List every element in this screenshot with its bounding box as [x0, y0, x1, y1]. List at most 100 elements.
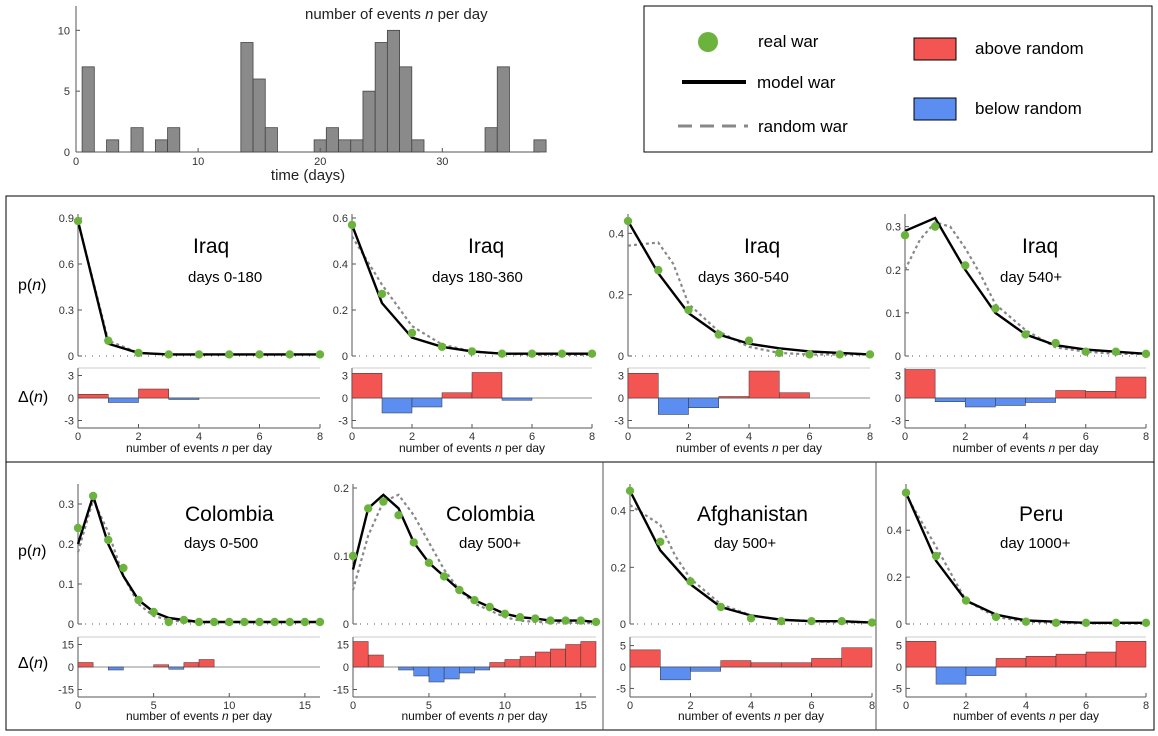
panel-subtitle: days 0-180 — [188, 269, 262, 286]
p-y-tick-label: 0.4 — [611, 506, 626, 518]
below-random-bar — [398, 666, 414, 671]
below-random-bar — [443, 666, 460, 680]
real-war-point — [686, 577, 695, 586]
panel-title: Iraq — [468, 235, 504, 258]
real-war-point — [744, 336, 754, 345]
real-war-point — [348, 551, 358, 561]
p-y-tick-label: 0.3 — [59, 499, 74, 511]
panel-xlabel: number of events n per day — [399, 441, 545, 455]
above-random-bar — [748, 370, 780, 399]
p-y-tick-label: 0.2 — [886, 265, 901, 277]
real-war-point — [455, 585, 464, 595]
delta-x-tick-label: 2 — [135, 431, 141, 443]
above-random-bar — [1085, 651, 1117, 668]
above-random-bar — [1115, 376, 1147, 399]
real-war-point — [1051, 338, 1060, 348]
real-war-point — [656, 537, 665, 547]
delta-x-tick-label: 0 — [349, 431, 355, 443]
delta-x-tick-label: 8 — [1143, 431, 1149, 443]
above-random-bar — [471, 372, 503, 399]
delta-x-tick-label: 4 — [1023, 700, 1029, 712]
hist-y-tick-label: 5 — [64, 86, 70, 98]
p-y-tick-label: 0.4 — [887, 525, 902, 537]
real-war-point — [587, 349, 597, 358]
delta-y-tick-label: -3 — [614, 416, 624, 428]
delta-x-tick-label: 0 — [902, 431, 908, 443]
above-random-bar — [352, 641, 369, 668]
below-random-swatch — [913, 97, 957, 121]
p-y-tick-label: 0.1 — [886, 308, 901, 320]
delta-y-tick-label: -15 — [58, 685, 74, 697]
hist-y-tick-label: 0 — [64, 147, 70, 159]
below-random-bar — [995, 397, 1026, 406]
above-random-bar — [1055, 390, 1086, 399]
real-war-point — [900, 231, 910, 240]
real-war-point — [470, 596, 479, 605]
real-war-point — [315, 350, 325, 359]
panel-xlabel: number of events n per day — [952, 441, 1098, 455]
real-war-point — [591, 617, 601, 627]
below-random-bar — [108, 397, 139, 403]
above-random-bar — [781, 662, 812, 668]
delta-x-tick-label: 6 — [806, 431, 812, 443]
real-war-point — [1081, 347, 1090, 356]
real-war-point — [104, 535, 113, 545]
p-y-tick-label: 0 — [342, 351, 348, 363]
below-random-bar — [690, 666, 721, 672]
delta-y-tick-label: 0 — [342, 393, 348, 405]
panel-subtitle: day 500+ — [714, 535, 776, 552]
hist-bar — [81, 66, 95, 153]
real-war-point — [347, 220, 357, 230]
legend-real: real war — [758, 32, 819, 51]
delta-x-tick-label: 2 — [687, 700, 693, 712]
below-random-bar — [413, 666, 430, 677]
real-war-point — [379, 497, 388, 506]
hist-y-tick-label: 10 — [58, 25, 70, 37]
real-war-point — [961, 261, 970, 270]
above-random-bar — [77, 394, 109, 399]
above-random-bar — [489, 662, 506, 668]
real-war-point — [991, 612, 1001, 622]
hist-x-tick-label: 30 — [436, 156, 448, 168]
p-y-tick-label: 0.2 — [887, 572, 902, 584]
above-random-bar — [77, 662, 94, 668]
above-random-bar — [1085, 391, 1117, 399]
above-random-bar — [841, 647, 873, 668]
real-war-point — [194, 617, 204, 627]
real-war-point — [500, 609, 510, 618]
delta-x-tick-label: 6 — [808, 700, 814, 712]
above-random-bar — [995, 658, 1027, 668]
delta-y-tick-label: 3 — [618, 371, 624, 383]
real-war-point — [546, 616, 555, 625]
real-war-point — [255, 350, 264, 359]
hist-bar — [264, 127, 278, 153]
delta-y-tick-label: -15 — [333, 685, 349, 697]
delta-x-tick-label: 2 — [685, 431, 691, 443]
real-war-point — [394, 511, 403, 520]
p-y-tick-label: 0 — [620, 619, 626, 631]
hist-bar — [350, 139, 364, 153]
above-random-bar — [504, 659, 521, 668]
real-war-point — [255, 617, 264, 627]
delta-y-tick-label: 0 — [618, 393, 624, 405]
real-war-point — [134, 595, 143, 605]
delta-y-tick-label: -5 — [892, 683, 902, 695]
real-war-point — [194, 350, 204, 359]
p-y-tick-label: 0.2 — [609, 290, 624, 302]
above-random-bar — [565, 644, 582, 668]
below-random-bar — [1025, 397, 1056, 403]
panel-title: Peru — [1019, 503, 1063, 526]
real-war-point — [285, 617, 294, 627]
above-random-bar — [519, 656, 536, 668]
delta-x-tick-label: 4 — [196, 431, 202, 443]
hist-title: number of events n per day — [305, 6, 488, 23]
real-war-point — [746, 614, 756, 623]
real-war-point — [837, 616, 846, 626]
real-war-point — [104, 336, 113, 345]
delta-x-tick-label: 4 — [469, 431, 475, 443]
delta-y-tick-label: -3 — [338, 416, 348, 428]
